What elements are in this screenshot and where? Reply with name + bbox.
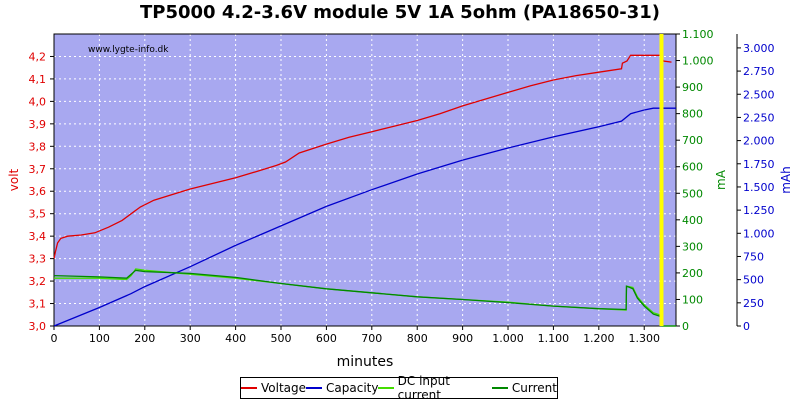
y-mid-axis-label: mA — [714, 169, 728, 190]
x-tick-label: 600 — [316, 332, 337, 345]
y-right-tick-label: 750 — [743, 250, 764, 263]
legend-item-dc-input-current: DC input current — [378, 374, 491, 402]
legend-item-current: Current — [491, 381, 557, 395]
legend-item-voltage: Voltage — [241, 381, 306, 395]
y-mid-tick-label: 800 — [682, 108, 703, 121]
y-right-tick-label: 500 — [743, 274, 764, 287]
y-left-tick-label: 4,1 — [29, 73, 47, 86]
y-mid-tick-label: 1.000 — [682, 55, 714, 68]
plot-background — [54, 34, 676, 326]
y-mid-tick-label: 0 — [682, 320, 689, 333]
y-right-tick-label: 2.250 — [743, 111, 775, 124]
x-tick-label: 1.300 — [628, 332, 660, 345]
series-line-voltage — [53, 54, 672, 259]
y-right-tick-label: 1.000 — [743, 227, 775, 240]
legend-swatch-capacity — [306, 387, 323, 389]
y-left-tick-label: 4,0 — [29, 95, 47, 108]
x-tick-label: 800 — [407, 332, 428, 345]
y-mid-tick-label: 300 — [682, 240, 703, 253]
x-tick-label: 200 — [134, 332, 155, 345]
series-line-capacity — [53, 107, 676, 327]
y-left-tick-label: 3,8 — [29, 140, 47, 153]
legend-item-capacity: Capacity — [306, 381, 378, 395]
legend: Voltage Capacity DC input current Curren… — [240, 374, 558, 402]
y-mid-tick-label: 1.100 — [682, 28, 714, 41]
y-left-tick-label: 3,9 — [29, 118, 47, 131]
y-right-tick-label: 1.500 — [743, 181, 775, 194]
x-tick-label: 100 — [89, 332, 110, 345]
legend-label-voltage: Voltage — [261, 381, 307, 395]
watermark-text: www.lygte-info.dk — [88, 45, 169, 55]
x-tick-label: 0 — [51, 332, 58, 345]
x-tick-label: 900 — [452, 332, 473, 345]
plot-border — [53, 33, 677, 327]
y-left-tick-label: 3,4 — [29, 230, 47, 243]
y-right-tick-label: 3.000 — [743, 42, 775, 55]
y-left-tick-label: 3,2 — [29, 275, 47, 288]
y-left-tick-label: 3,1 — [29, 298, 47, 311]
y-left-tick-label: 3,6 — [29, 185, 47, 198]
y-left-tick-label: 4,2 — [29, 50, 47, 63]
y-mid-tick-label: 700 — [682, 134, 703, 147]
y-right-tick-label: 250 — [743, 297, 764, 310]
y-mid-tick-label: 200 — [682, 267, 703, 280]
legend-label-dc-input-current: DC input current — [397, 374, 450, 402]
y-right-tick-label: 2.750 — [743, 65, 775, 78]
x-tick-label: 1.000 — [492, 332, 524, 345]
y-mid-tick-label: 900 — [682, 81, 703, 94]
y-right-axis-label: mAh — [779, 166, 793, 194]
y-left-tick-label: 3,7 — [29, 163, 47, 176]
legend-swatch-current — [491, 387, 508, 389]
y-mid-tick-label: 500 — [682, 187, 703, 200]
legend-label-capacity: Capacity — [326, 381, 379, 395]
legend-swatch-dc-input-current — [378, 387, 394, 389]
x-tick-label: 700 — [361, 332, 382, 345]
x-tick-label: 500 — [271, 332, 292, 345]
y-left-tick-label: 3,5 — [29, 208, 47, 221]
chart-title: TP5000 4.2-3.6V module 5V 1A 5ohm (PA186… — [140, 2, 660, 23]
y-right-tick-label: 1.750 — [743, 158, 775, 171]
x-tick-label: 1.100 — [538, 332, 570, 345]
y-right-tick-label: 2.500 — [743, 88, 775, 101]
x-axis-label: minutes — [337, 354, 394, 370]
y-left-tick-label: 3,3 — [29, 253, 47, 266]
legend-swatch-voltage — [241, 387, 257, 389]
y-right-tick-label: 2.000 — [743, 135, 775, 148]
series-line-current — [53, 269, 676, 327]
y-right-tick-label: 0 — [743, 320, 750, 333]
y-right-tick-label: 1.250 — [743, 204, 775, 217]
x-tick-label: 400 — [225, 332, 246, 345]
y-mid-tick-label: 100 — [682, 293, 703, 306]
x-tick-label: 300 — [180, 332, 201, 345]
y-left-tick-label: 3,0 — [29, 320, 47, 333]
x-tick-label: 1.200 — [583, 332, 615, 345]
y-left-axis-label: volt — [7, 168, 21, 191]
y-mid-tick-label: 400 — [682, 214, 703, 227]
legend-label-current: Current — [511, 381, 557, 395]
y-mid-tick-label: 600 — [682, 161, 703, 174]
